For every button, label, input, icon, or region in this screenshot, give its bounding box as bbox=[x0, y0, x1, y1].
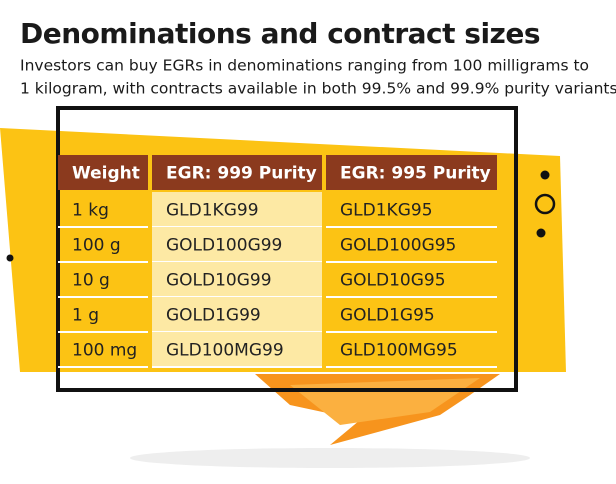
header-cell bbox=[152, 155, 322, 190]
cell-text: 10 g bbox=[72, 271, 110, 291]
header-text: EGR: 999 Purity bbox=[166, 164, 317, 184]
cell-text: GLD1KG99 bbox=[166, 201, 259, 221]
cell-bg bbox=[152, 227, 322, 264]
cell-text: 100 g bbox=[72, 236, 121, 256]
cell-bg bbox=[152, 262, 322, 299]
subtitle-line: 1 kilogram, with contracts available in … bbox=[20, 80, 616, 98]
dot bbox=[536, 228, 546, 238]
frame bbox=[56, 106, 518, 392]
cell-text: 1 kg bbox=[72, 201, 109, 221]
button bbox=[534, 193, 556, 215]
cell-text: GLD1KG95 bbox=[340, 201, 433, 221]
cell-text: GOLD10G95 bbox=[340, 271, 446, 291]
header-cell bbox=[326, 155, 497, 190]
cell-text: GOLD1G99 bbox=[166, 306, 261, 326]
shadow bbox=[130, 448, 530, 468]
cell-text: GLD100MG95 bbox=[340, 341, 458, 361]
header-text: Weight bbox=[72, 164, 140, 184]
cell-text: GOLD10G99 bbox=[166, 271, 272, 291]
cell-text: 1 g bbox=[72, 306, 99, 326]
table: Weight EGR: 999 Purity EGR: 995 Purity 1 kg… bbox=[58, 155, 497, 368]
cell-text: GOLD100G95 bbox=[340, 236, 456, 256]
dot bbox=[6, 254, 14, 262]
cell-text: GOLD100G99 bbox=[166, 236, 282, 256]
title: Denominations and contract sizes bbox=[20, 17, 540, 50]
cell-text: GOLD1G95 bbox=[340, 306, 435, 326]
cell-text: GLD100MG99 bbox=[166, 341, 284, 361]
header-text: EGR: 995 Purity bbox=[340, 164, 491, 184]
cell-text: 100 mg bbox=[72, 341, 137, 361]
cell-bg bbox=[152, 297, 322, 334]
cell-bg bbox=[152, 192, 322, 229]
dot bbox=[540, 170, 550, 180]
subtitle-line: Investors can buy EGRs in denominations … bbox=[20, 57, 589, 75]
cell-bg bbox=[152, 332, 322, 367]
header-cell bbox=[58, 155, 148, 190]
